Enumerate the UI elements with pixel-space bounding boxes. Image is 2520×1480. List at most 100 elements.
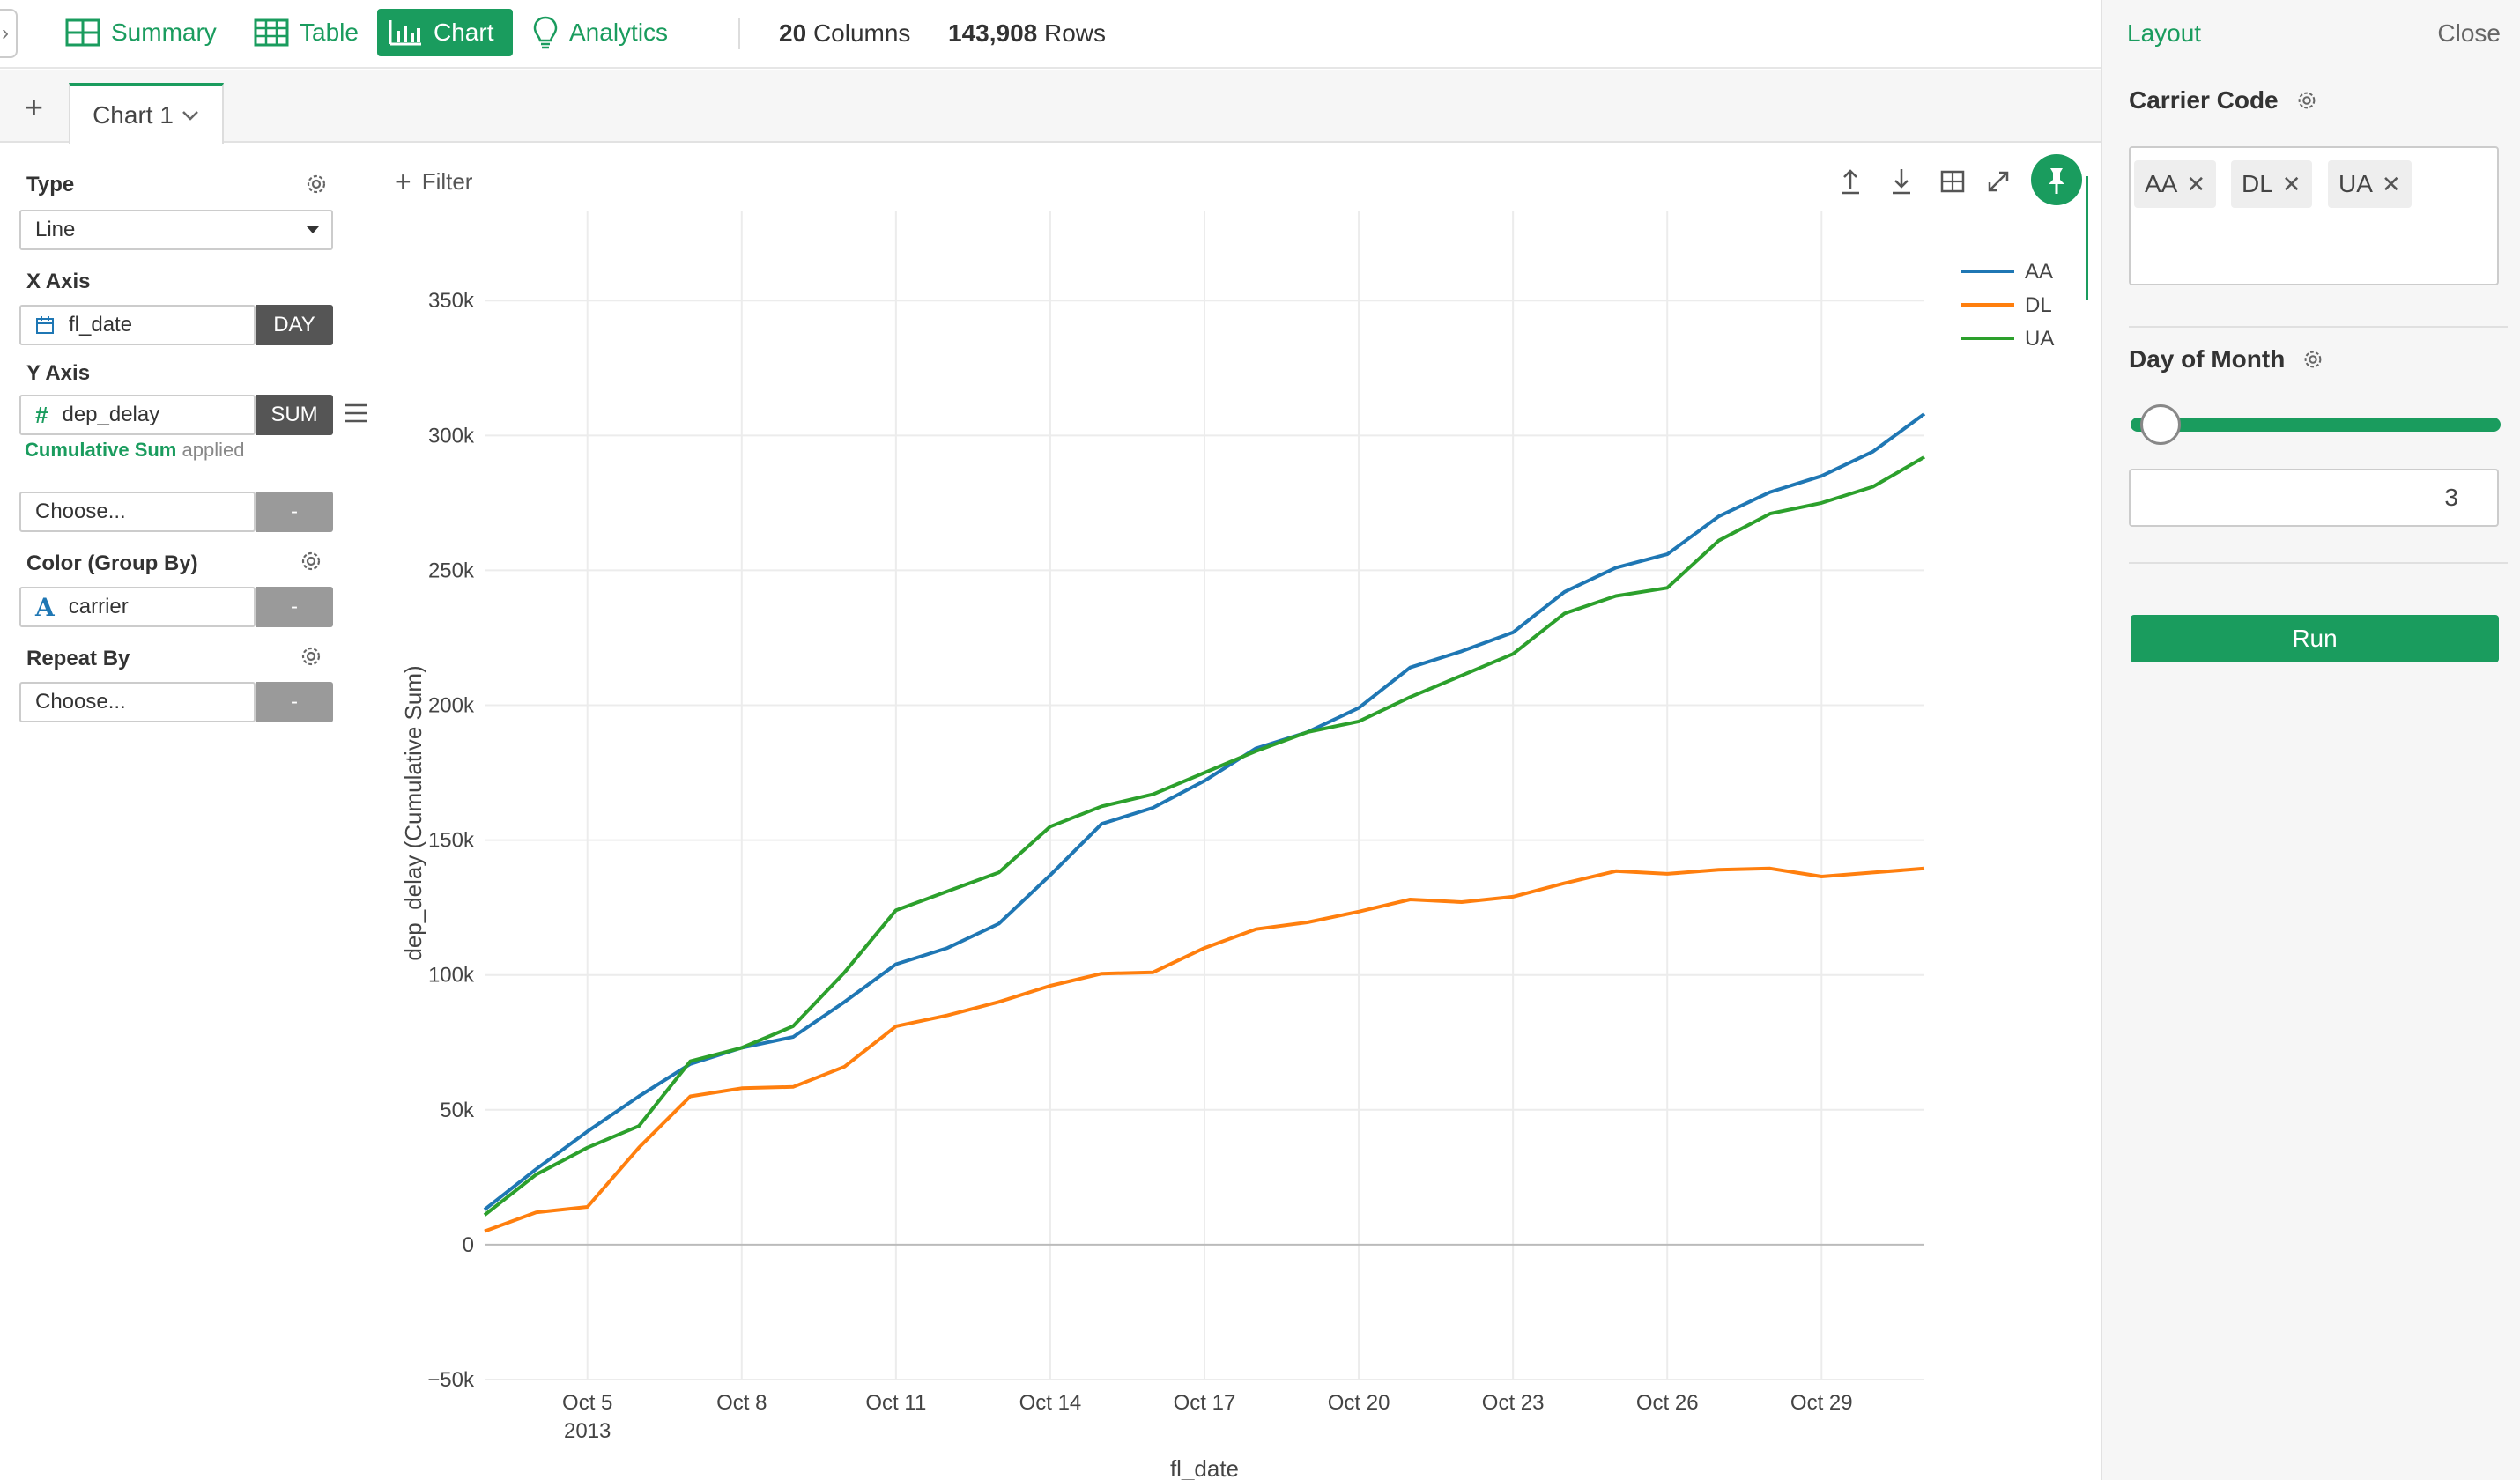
gear-icon[interactable] (298, 643, 324, 670)
carrier-chip[interactable]: DL ✕ (2231, 160, 2312, 208)
gear-icon[interactable] (303, 171, 330, 197)
x-tick-label: Oct 29 (1790, 1391, 1853, 1415)
x-year-label: 2013 (564, 1419, 611, 1443)
y-axis-label: Y Axis (26, 361, 91, 385)
chart-type-select[interactable]: Line (19, 210, 333, 250)
x-tick-label: Oct 14 (1019, 1391, 1082, 1415)
repeat-by-label: Repeat By (26, 647, 130, 670)
run-button[interactable]: Run (2131, 615, 2499, 662)
repeat-by-select[interactable]: Choose... (19, 682, 256, 722)
close-icon[interactable]: ✕ (2381, 170, 2401, 197)
x-tick-label: Oct 8 (716, 1391, 767, 1415)
y-axis-title: dep_delay (Cumulative Sum) (400, 665, 426, 960)
summary-label: Summary (111, 18, 217, 46)
tab-chart-1[interactable]: Chart 1 (69, 83, 224, 144)
carrier-chip[interactable]: UA ✕ (2328, 160, 2412, 208)
calendar-icon (36, 316, 54, 334)
x-tick-label: Oct 17 (1174, 1391, 1236, 1415)
pin-icon[interactable] (2030, 153, 2083, 206)
y-axis-agg-button[interactable]: SUM (256, 395, 333, 435)
chart-area: + Filter Oct 5 Oct 8 Oct 11 Oct 14 Oct 17 Oct… (388, 144, 2101, 1480)
lightbulb-icon (533, 16, 558, 49)
analytics-label: Analytics (569, 18, 669, 46)
y-axis-field-name: dep_delay (62, 403, 160, 426)
repeat-agg-button[interactable]: - (256, 682, 333, 722)
calculation-name[interactable]: Cumulative Sum (25, 439, 177, 461)
legend-label-dl: DL (2025, 293, 2052, 317)
data-table-icon[interactable] (1935, 164, 1970, 199)
legend-label-aa: AA (2025, 260, 2053, 284)
x-tick-label: Oct 23 (1482, 1391, 1545, 1415)
table-nav-button[interactable]: Table (243, 9, 369, 56)
pin-connector (2086, 176, 2088, 300)
upload-icon[interactable] (1833, 164, 1868, 199)
y-tick-label: 100k (428, 964, 475, 988)
chevron-down-icon (182, 111, 198, 121)
day-slider-track[interactable] (2131, 418, 2501, 432)
filter-label: Filter (421, 168, 473, 195)
color-agg-button[interactable]: - (256, 587, 333, 627)
layout-panel: Layout Close Carrier Code AA ✕ DL ✕ UA ✕ Da… (2101, 0, 2520, 1480)
legend-label-ua: UA (2025, 327, 2054, 351)
panel-divider (2129, 562, 2508, 564)
bar-chart-icon (389, 20, 421, 46)
columns-count: 20 Columns (779, 19, 911, 47)
x-tick-label: Oct 26 (1636, 1391, 1699, 1415)
color-field[interactable]: A carrier (19, 587, 256, 627)
x-axis-title: fl_date (1170, 1455, 1239, 1480)
table-label: Table (300, 18, 359, 46)
text-type-icon: A (35, 592, 55, 622)
gear-icon[interactable] (2301, 347, 2325, 372)
caret-down-icon (307, 226, 319, 233)
filter-button[interactable]: + Filter (395, 166, 472, 198)
close-icon[interactable]: ✕ (2281, 170, 2301, 197)
x-tick-label: Oct 11 (865, 1391, 926, 1415)
gear-icon[interactable] (298, 548, 324, 574)
day-of-month-label: Day of Month (2129, 345, 2325, 374)
color-group-label: Color (Group By) (26, 551, 198, 575)
close-icon[interactable]: ✕ (2186, 170, 2206, 197)
carrier-code-label: Carrier Code (2129, 86, 2319, 115)
y-tick-label: 300k (428, 424, 475, 448)
top-toolbar: › Summary Table Chart Analytics 20 Colum… (0, 0, 2101, 69)
gear-icon[interactable] (2294, 88, 2319, 113)
chart-type-value: Line (35, 218, 76, 241)
y-axis-field[interactable]: # dep_delay (19, 395, 256, 435)
chart-label: Chart (434, 18, 494, 46)
sidebar-toggle-button[interactable]: › (0, 9, 18, 58)
number-icon: # (35, 401, 48, 428)
x-axis-label: X Axis (26, 270, 91, 293)
y-tick-label: 350k (428, 289, 475, 313)
table-icon (254, 18, 289, 47)
menu-icon[interactable] (344, 402, 368, 425)
rows-count: 143,908 Rows (948, 19, 1107, 47)
day-of-month-input[interactable]: 3 (2129, 469, 2499, 527)
tab-label: Chart 1 (93, 101, 174, 129)
day-slider-handle[interactable] (2139, 404, 2181, 445)
grid-icon (65, 18, 100, 47)
add-chart-button[interactable]: + (25, 89, 44, 125)
series-line-dl (484, 866, 1925, 1233)
x-axis-field[interactable]: fl_date (19, 305, 256, 345)
toolbar-divider (738, 18, 740, 49)
layout-title: Layout (2127, 19, 2202, 47)
extra-agg-button[interactable]: - (256, 492, 333, 532)
line-chart: Oct 5 Oct 8 Oct 11 Oct 14 Oct 17 Oct 20 Oct 23… (400, 211, 2054, 1480)
carrier-chip[interactable]: AA ✕ (2134, 160, 2217, 208)
x-axis-agg-button[interactable]: DAY (256, 305, 333, 345)
summary-nav-button[interactable]: Summary (55, 9, 227, 56)
y-tick-label: 200k (428, 694, 475, 718)
x-axis-field-name: fl_date (69, 313, 133, 337)
analytics-nav-button[interactable]: Analytics (522, 9, 678, 56)
y-tick-label: 0 (463, 1233, 474, 1257)
y-tick-label: 150k (428, 829, 475, 853)
y-tick-label: 50k (440, 1099, 475, 1122)
download-icon[interactable] (1884, 164, 1919, 199)
carrier-code-input[interactable]: AA ✕ DL ✕ UA ✕ (2129, 146, 2499, 285)
close-button[interactable]: Close (2437, 19, 2501, 47)
y-tick-label: −50k (427, 1368, 475, 1392)
expand-icon[interactable] (1981, 164, 2016, 199)
extra-field-select[interactable]: Choose... (19, 492, 256, 532)
series-line-ua (483, 455, 1925, 1217)
chart-nav-button[interactable]: Chart (377, 9, 513, 56)
